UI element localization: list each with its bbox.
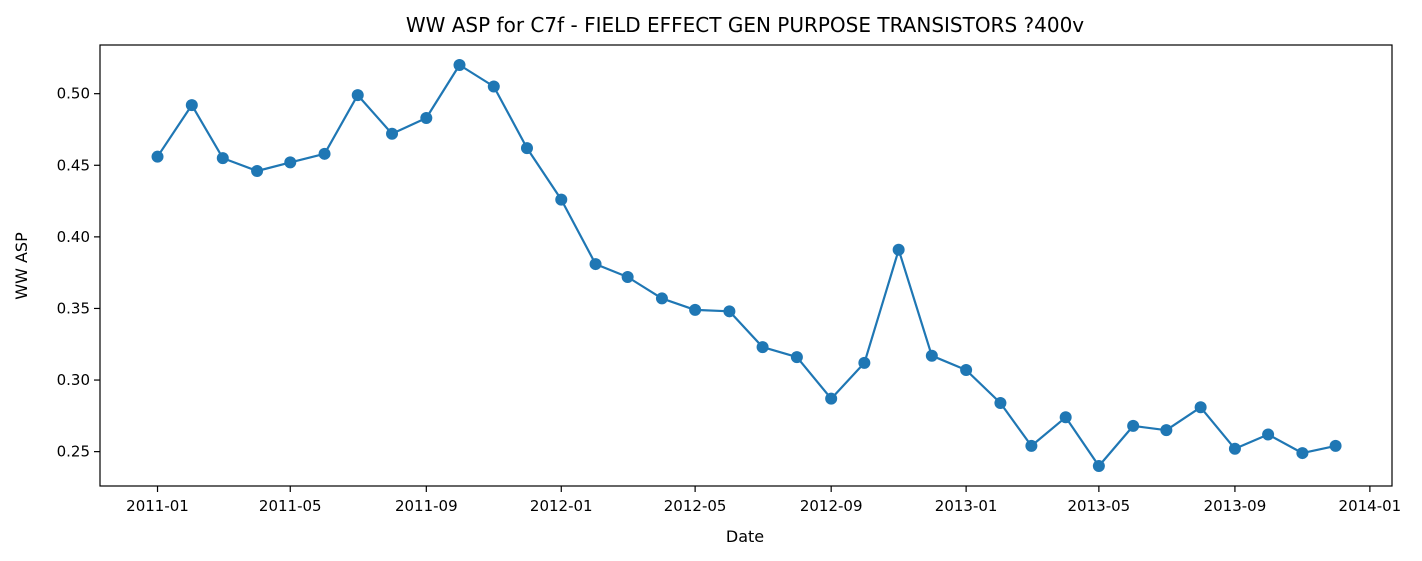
data-point bbox=[1092, 459, 1105, 472]
series-line bbox=[156, 63, 1336, 468]
data-point bbox=[960, 364, 973, 377]
data-point bbox=[318, 147, 331, 160]
data-point bbox=[1194, 401, 1207, 414]
y-tick-label: 0.45 bbox=[57, 156, 90, 174]
x-tick-label: 2011-09 bbox=[395, 497, 458, 515]
x-tick-label: 2013-05 bbox=[1068, 497, 1131, 515]
data-point bbox=[825, 392, 838, 405]
x-tick-label: 2011-01 bbox=[126, 497, 189, 515]
chart-title: WW ASP for C7f - FIELD EFFECT GEN PURPOS… bbox=[406, 13, 1084, 37]
y-tick-label: 0.35 bbox=[57, 299, 90, 317]
x-axis: 2011-01 2011-05 2011-09 2012-01 2012-05 2012-… bbox=[126, 486, 1401, 515]
x-axis-label: Date bbox=[726, 527, 764, 546]
data-point bbox=[994, 396, 1007, 409]
y-axis: 0.25 0.30 0.35 0.40 0.45 0.50 bbox=[57, 85, 100, 461]
y-tick-label: 0.40 bbox=[57, 228, 90, 246]
x-tick-label: 2011-05 bbox=[259, 497, 322, 515]
data-point bbox=[892, 243, 905, 256]
series-layer bbox=[151, 59, 1342, 472]
x-tick-label: 2014-01 bbox=[1339, 497, 1402, 515]
data-point bbox=[790, 351, 803, 364]
x-tick-label: 2012-01 bbox=[530, 497, 593, 515]
y-tick-label: 0.30 bbox=[57, 371, 90, 389]
data-point bbox=[655, 292, 668, 305]
data-point bbox=[689, 303, 702, 316]
data-point bbox=[284, 156, 297, 169]
y-tick-label: 0.25 bbox=[57, 443, 90, 461]
data-point bbox=[925, 349, 938, 362]
plot-frame bbox=[99, 44, 1393, 487]
data-point bbox=[756, 341, 769, 354]
data-point bbox=[185, 99, 198, 112]
data-point bbox=[1025, 439, 1038, 452]
data-point bbox=[723, 305, 736, 318]
data-point bbox=[386, 127, 399, 140]
data-point bbox=[589, 258, 602, 271]
data-point bbox=[487, 80, 500, 93]
data-point bbox=[351, 89, 364, 102]
data-point bbox=[1160, 424, 1173, 437]
x-tick-label: 2013-09 bbox=[1204, 497, 1267, 515]
data-point bbox=[1127, 419, 1140, 432]
x-tick-label: 2012-09 bbox=[800, 497, 863, 515]
data-point bbox=[216, 152, 229, 165]
x-tick-label: 2012-05 bbox=[664, 497, 727, 515]
y-tick-label: 0.50 bbox=[57, 85, 90, 103]
data-point bbox=[453, 59, 466, 72]
data-point bbox=[621, 270, 634, 283]
data-point bbox=[1228, 442, 1241, 455]
data-point bbox=[1329, 439, 1342, 452]
data-point bbox=[1262, 428, 1275, 441]
data-point bbox=[151, 150, 164, 163]
y-axis-label: WW ASP bbox=[12, 232, 31, 300]
data-point bbox=[520, 142, 533, 155]
data-point bbox=[1059, 411, 1072, 424]
data-point bbox=[555, 193, 568, 206]
data-point bbox=[420, 112, 433, 125]
data-point bbox=[1296, 447, 1309, 460]
data-point bbox=[858, 356, 871, 369]
data-point bbox=[251, 165, 264, 177]
x-tick-label: 2013-01 bbox=[935, 497, 998, 515]
